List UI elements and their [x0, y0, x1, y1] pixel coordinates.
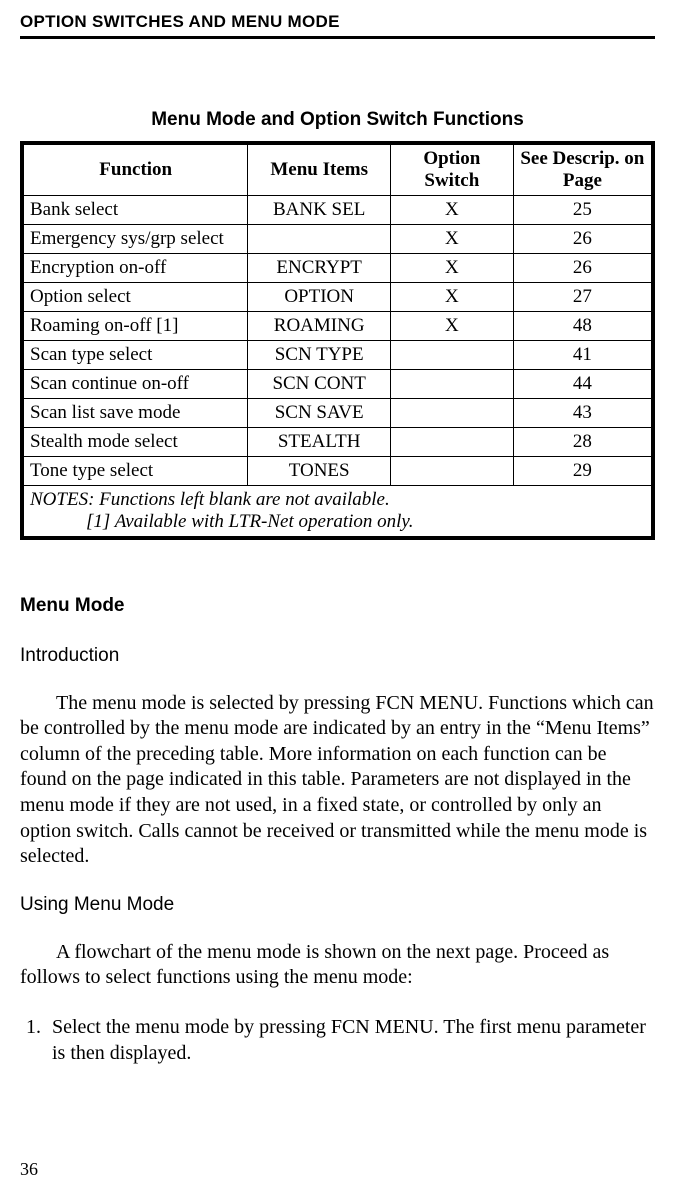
page: OPTION SWITCHES AND MENU MODE Menu Mode … — [0, 0, 675, 1192]
heading-menu-mode: Menu Mode — [20, 595, 655, 617]
notes-line-1: NOTES: Functions left blank are not avai… — [30, 489, 390, 510]
header-rule — [20, 36, 655, 39]
col-header-see-page: See Descrip. on Page — [513, 145, 651, 196]
cell-option: X — [390, 282, 513, 311]
cell-option — [390, 456, 513, 485]
cell-option: X — [390, 253, 513, 282]
cell-function: Stealth mode select — [24, 427, 248, 456]
cell-option: X — [390, 311, 513, 340]
table-row: Scan type select SCN TYPE 41 — [24, 340, 652, 369]
cell-menu: STEALTH — [248, 427, 390, 456]
cell-page: 44 — [513, 369, 651, 398]
cell-page: 28 — [513, 427, 651, 456]
page-number: 36 — [20, 1159, 38, 1180]
cell-menu: ROAMING — [248, 311, 390, 340]
table-header-row: Function Menu Items Option Switch See De… — [24, 145, 652, 196]
table-row: Roaming on-off [1] ROAMING X 48 — [24, 311, 652, 340]
cell-menu: SCN SAVE — [248, 398, 390, 427]
table-row: Encryption on-off ENCRYPT X 26 — [24, 253, 652, 282]
cell-page: 48 — [513, 311, 651, 340]
table-row: Bank select BANK SEL X 25 — [24, 195, 652, 224]
cell-menu: ENCRYPT — [248, 253, 390, 282]
cell-menu: SCN TYPE — [248, 340, 390, 369]
col-header-option-switch: Option Switch — [390, 145, 513, 196]
cell-function: Bank select — [24, 195, 248, 224]
cell-option: X — [390, 224, 513, 253]
cell-function: Scan type select — [24, 340, 248, 369]
heading-using-menu-mode: Using Menu Mode — [20, 894, 655, 916]
cell-page: 27 — [513, 282, 651, 311]
cell-menu: BANK SEL — [248, 195, 390, 224]
cell-menu: TONES — [248, 456, 390, 485]
cell-function: Scan list save mode — [24, 398, 248, 427]
paragraph-using: A flowchart of the menu mode is shown on… — [20, 940, 655, 991]
cell-menu: OPTION — [248, 282, 390, 311]
step-item: Select the menu mode by pressing FCN MEN… — [46, 1015, 655, 1066]
steps-list: Select the menu mode by pressing FCN MEN… — [20, 1015, 655, 1066]
cell-page: 41 — [513, 340, 651, 369]
cell-option: X — [390, 195, 513, 224]
cell-function: Scan continue on-off — [24, 369, 248, 398]
cell-function: Emergency sys/grp select — [24, 224, 248, 253]
cell-menu: SCN CONT — [248, 369, 390, 398]
table-row: Stealth mode select STEALTH 28 — [24, 427, 652, 456]
notes-line-2: [1] Available with LTR-Net operation onl… — [30, 511, 645, 533]
table-row: Option select OPTION X 27 — [24, 282, 652, 311]
cell-function: Encryption on-off — [24, 253, 248, 282]
cell-option — [390, 340, 513, 369]
cell-function: Roaming on-off [1] — [24, 311, 248, 340]
col-header-menu-items: Menu Items — [248, 145, 390, 196]
functions-table: Function Menu Items Option Switch See De… — [23, 144, 652, 537]
cell-page: 29 — [513, 456, 651, 485]
col-header-function: Function — [24, 145, 248, 196]
table-title: Menu Mode and Option Switch Functions — [20, 109, 655, 131]
cell-page: 26 — [513, 253, 651, 282]
table-row: Emergency sys/grp select X 26 — [24, 224, 652, 253]
cell-option — [390, 369, 513, 398]
table-row: Scan continue on-off SCN CONT 44 — [24, 369, 652, 398]
cell-option — [390, 427, 513, 456]
table-notes-row: NOTES: Functions left blank are not avai… — [24, 485, 652, 536]
cell-page: 26 — [513, 224, 651, 253]
cell-option — [390, 398, 513, 427]
paragraph-introduction: The menu mode is selected by pressing FC… — [20, 691, 655, 870]
table-row: Tone type select TONES 29 — [24, 456, 652, 485]
table-notes: NOTES: Functions left blank are not avai… — [24, 485, 652, 536]
cell-function: Option select — [24, 282, 248, 311]
table-row: Scan list save mode SCN SAVE 43 — [24, 398, 652, 427]
cell-page: 43 — [513, 398, 651, 427]
heading-introduction: Introduction — [20, 645, 655, 667]
functions-table-wrap: Function Menu Items Option Switch See De… — [20, 141, 655, 540]
cell-function: Tone type select — [24, 456, 248, 485]
running-header: OPTION SWITCHES AND MENU MODE — [20, 12, 655, 32]
cell-page: 25 — [513, 195, 651, 224]
cell-menu — [248, 224, 390, 253]
